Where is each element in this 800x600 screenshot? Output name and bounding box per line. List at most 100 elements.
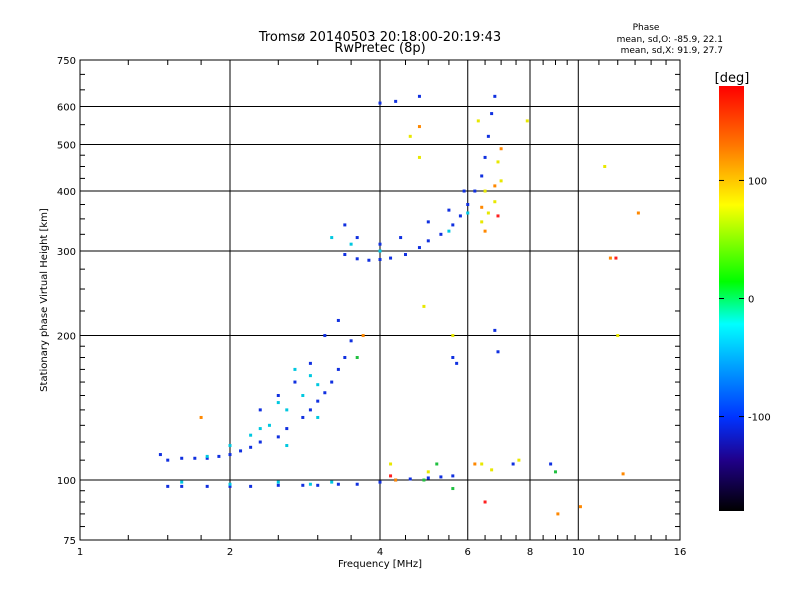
data-point — [349, 339, 353, 343]
data-point — [439, 232, 443, 236]
y-axis-label: Stationary phase Virtual Height [km] — [39, 208, 50, 392]
data-point — [483, 229, 487, 233]
data-point — [616, 334, 620, 338]
data-point — [389, 474, 393, 478]
data-point — [293, 367, 297, 371]
data-point — [258, 408, 262, 412]
data-point — [490, 112, 494, 116]
data-point — [355, 257, 359, 261]
data-point — [493, 184, 497, 188]
data-point — [355, 482, 359, 486]
data-point — [496, 214, 500, 218]
data-point — [517, 458, 521, 462]
data-point — [228, 482, 232, 486]
data-point — [276, 401, 280, 405]
y-tick-label: 100 — [57, 476, 76, 487]
data-point — [378, 101, 382, 105]
data-point — [403, 253, 407, 257]
data-point — [336, 318, 340, 322]
x-tick-label: 8 — [527, 547, 533, 558]
data-point — [422, 478, 426, 482]
data-point — [486, 134, 490, 138]
data-point — [205, 456, 209, 460]
data-point — [276, 483, 280, 487]
data-point — [249, 484, 253, 488]
data-point — [394, 478, 398, 482]
data-point — [258, 427, 262, 431]
colorbar-label: [deg] — [715, 71, 750, 86]
y-tick-label: 200 — [57, 332, 76, 343]
data-point — [378, 249, 382, 253]
data-point — [455, 361, 459, 365]
data-point — [367, 258, 371, 262]
data-point — [447, 229, 451, 233]
data-point — [267, 423, 271, 427]
data-point — [417, 125, 421, 129]
data-point — [614, 256, 618, 260]
chart-subtitle: RwPretec (8p) — [334, 41, 425, 56]
data-point — [199, 415, 203, 419]
data-point — [426, 476, 430, 480]
data-point — [408, 134, 412, 138]
data-point — [439, 475, 443, 479]
data-point — [426, 239, 430, 243]
data-point — [316, 399, 320, 403]
data-point — [451, 487, 455, 491]
data-point — [553, 470, 557, 474]
data-point — [636, 211, 640, 215]
data-point — [228, 453, 232, 457]
y-tick-label: 75 — [63, 536, 76, 547]
data-point — [276, 480, 280, 484]
phase-stats-header: Phase — [633, 23, 660, 33]
data-point — [180, 484, 184, 488]
data-point — [285, 427, 289, 431]
grid-lines — [80, 60, 680, 540]
data-point — [493, 328, 497, 332]
data-point — [417, 94, 421, 98]
data-point — [378, 258, 382, 262]
data-point — [451, 474, 455, 478]
data-point — [483, 189, 487, 193]
y-tick-label: 300 — [57, 247, 76, 258]
data-point — [343, 253, 347, 257]
data-point — [276, 394, 280, 398]
data-point — [447, 208, 451, 212]
data-point — [355, 355, 359, 359]
data-point — [378, 242, 382, 246]
data-point — [323, 391, 327, 395]
data-point — [316, 483, 320, 487]
data-point — [349, 242, 353, 246]
x-tick-label: 2 — [227, 547, 233, 558]
x-tick-label: 16 — [674, 547, 687, 558]
data-point — [249, 433, 253, 437]
data-point — [466, 202, 470, 206]
data-point — [451, 334, 455, 338]
y-tick-label: 600 — [57, 103, 76, 114]
phase-stats-o: mean, sd,O: -85.9, 22.1 — [617, 35, 723, 45]
data-point — [378, 480, 382, 484]
data-point — [435, 462, 439, 466]
data-point — [293, 380, 297, 384]
data-point — [343, 355, 347, 359]
data-point — [426, 470, 430, 474]
data-point — [301, 394, 305, 398]
data-point — [336, 367, 340, 371]
data-point — [496, 350, 500, 354]
data-point — [330, 480, 334, 484]
data-point — [276, 435, 280, 439]
data-point — [389, 462, 393, 466]
data-point — [426, 220, 430, 224]
data-point — [330, 236, 334, 240]
data-point — [621, 472, 625, 476]
data-point — [462, 189, 466, 193]
data-point — [394, 99, 398, 103]
data-point — [490, 468, 494, 472]
data-point — [330, 380, 334, 384]
data-point — [217, 454, 221, 458]
data-point — [399, 236, 403, 240]
data-point — [336, 482, 340, 486]
data-point — [343, 223, 347, 227]
data-point — [451, 223, 455, 227]
data-point — [166, 458, 170, 462]
